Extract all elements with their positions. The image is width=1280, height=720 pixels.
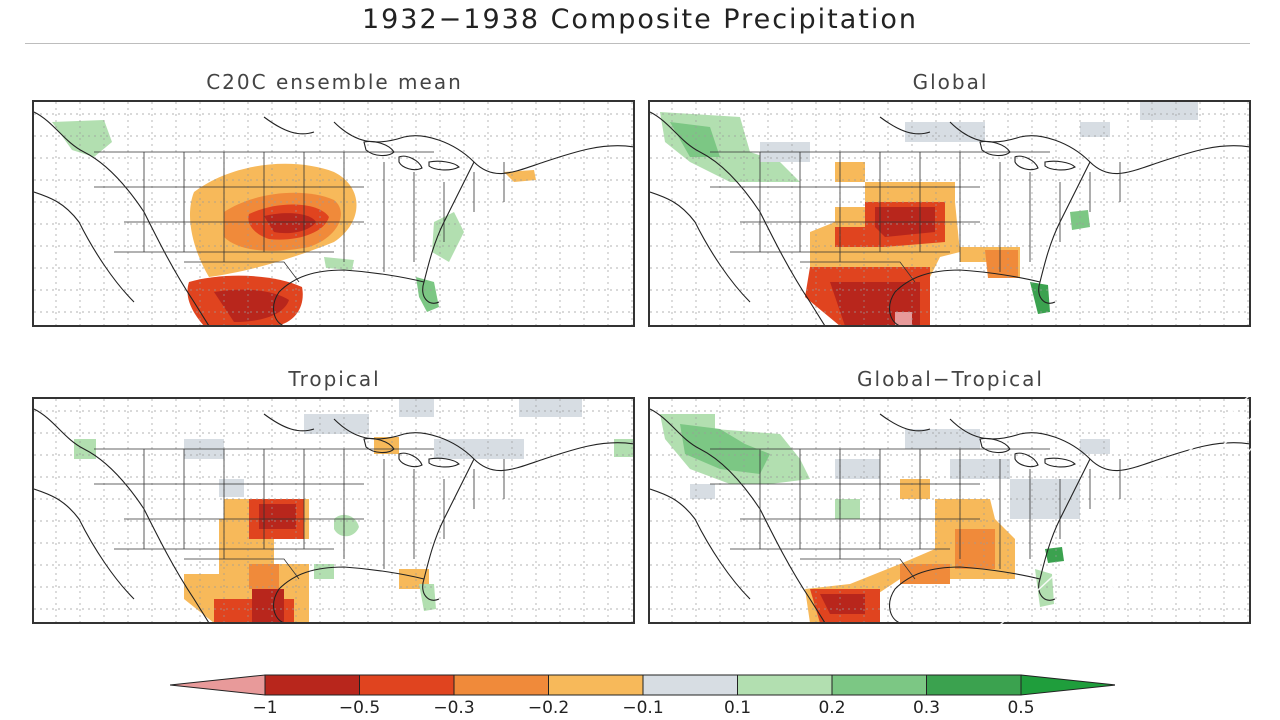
near-normal-great-lakes bbox=[434, 439, 524, 459]
colorbar-tick-label: 0.1 bbox=[723, 698, 752, 718]
near-normal-quebec bbox=[1080, 439, 1110, 454]
colorbar-swatch-6 bbox=[737, 674, 833, 696]
map-panel-c20c bbox=[32, 100, 635, 327]
wet-anomaly-newfoundland bbox=[614, 439, 633, 457]
colorbar-swatch-8 bbox=[926, 674, 1022, 696]
panel-title-tropical: Tropical bbox=[288, 367, 381, 391]
colorbar-swatch-3 bbox=[453, 674, 549, 696]
near-normal-labrador bbox=[519, 399, 582, 417]
colorbar-swatch-5 bbox=[642, 674, 738, 696]
figure-title: 1932−1938 Composite Precipitation bbox=[361, 4, 919, 35]
dry-anomaly-southeast bbox=[985, 250, 1018, 278]
wet-anomaly-florida bbox=[416, 277, 439, 312]
near-normal-nevada bbox=[690, 484, 715, 499]
colorbar-tick-label: 0.2 bbox=[818, 698, 846, 718]
colorbar-tick-label: −0.1 bbox=[622, 698, 664, 718]
dry-anomaly-mexico-core bbox=[252, 589, 284, 622]
dry-anomaly-plains-core bbox=[259, 504, 296, 529]
wet-anomaly-northwest-core bbox=[670, 122, 720, 157]
colorbar-swatch-0 bbox=[170, 674, 266, 696]
near-normal-labrador bbox=[1140, 102, 1198, 120]
extreme-dry-anomaly bbox=[895, 312, 912, 325]
near-normal-ontario bbox=[905, 122, 985, 142]
colorbar-swatch-4 bbox=[548, 674, 644, 696]
map-panel-global bbox=[648, 100, 1251, 327]
title-divider bbox=[25, 43, 1250, 44]
map-global bbox=[650, 102, 1249, 325]
dry-anomaly-kansas bbox=[900, 479, 930, 499]
near-normal-quebec bbox=[1080, 122, 1110, 137]
wet-anomaly-virginia bbox=[1070, 210, 1090, 230]
dry-anomaly-mexico-core bbox=[214, 289, 289, 322]
wet-anomaly-florida bbox=[1035, 569, 1054, 607]
colorbar-swatch-1 bbox=[264, 674, 360, 696]
colorbar-tick-label: −0.5 bbox=[338, 698, 381, 718]
near-normal-ontario bbox=[905, 429, 980, 449]
colorbar-tick-label: −0.2 bbox=[527, 698, 570, 718]
dry-anomaly-texas bbox=[249, 564, 279, 589]
wet-anomaly-northwest bbox=[52, 120, 112, 157]
colorbar bbox=[170, 674, 1115, 696]
map-c20c bbox=[34, 102, 633, 325]
dry-anomaly-louisiana bbox=[900, 564, 950, 584]
dry-anomaly-plains-max bbox=[264, 213, 316, 234]
panel-title-global: Global bbox=[912, 70, 989, 94]
dry-anomaly-northeast bbox=[504, 170, 536, 182]
wet-anomaly-florida bbox=[1030, 282, 1050, 314]
colorbar-swatch-9 bbox=[1020, 674, 1115, 696]
dry-anomaly-mississippi bbox=[955, 529, 995, 569]
colorbar-tick-label: −0.3 bbox=[433, 698, 475, 718]
map-tropical bbox=[34, 399, 633, 622]
near-normal-great-lakes bbox=[950, 459, 1010, 479]
panel-title-global-tropical: Global−Tropical bbox=[857, 367, 1044, 391]
map-panel-global-tropical bbox=[648, 397, 1251, 624]
near-normal-hudson bbox=[399, 399, 434, 417]
map-panel-tropical bbox=[32, 397, 635, 624]
near-normal-dakota bbox=[835, 459, 880, 479]
near-normal-ontario bbox=[304, 414, 369, 434]
panel-title-c20c: C20C ensemble mean bbox=[206, 70, 463, 94]
wet-anomaly-louisiana bbox=[314, 564, 334, 579]
map-global-tropical bbox=[650, 399, 1249, 622]
wet-anomaly-arkansas bbox=[334, 514, 359, 537]
wet-anomaly-colorado bbox=[835, 499, 860, 519]
colorbar-tick-label: −1 bbox=[252, 698, 278, 718]
colorbar-swatch-2 bbox=[359, 674, 455, 696]
dry-anomaly-dakota bbox=[835, 162, 865, 182]
near-normal-rockies bbox=[219, 479, 244, 497]
colorbar-swatch-7 bbox=[831, 674, 927, 696]
wet-anomaly-carolinas bbox=[432, 212, 464, 262]
colorbar-tick-label: 0.3 bbox=[912, 698, 941, 718]
wet-anomaly-gulf bbox=[324, 257, 354, 270]
colorbar-tick-label: 0.5 bbox=[1007, 698, 1035, 718]
